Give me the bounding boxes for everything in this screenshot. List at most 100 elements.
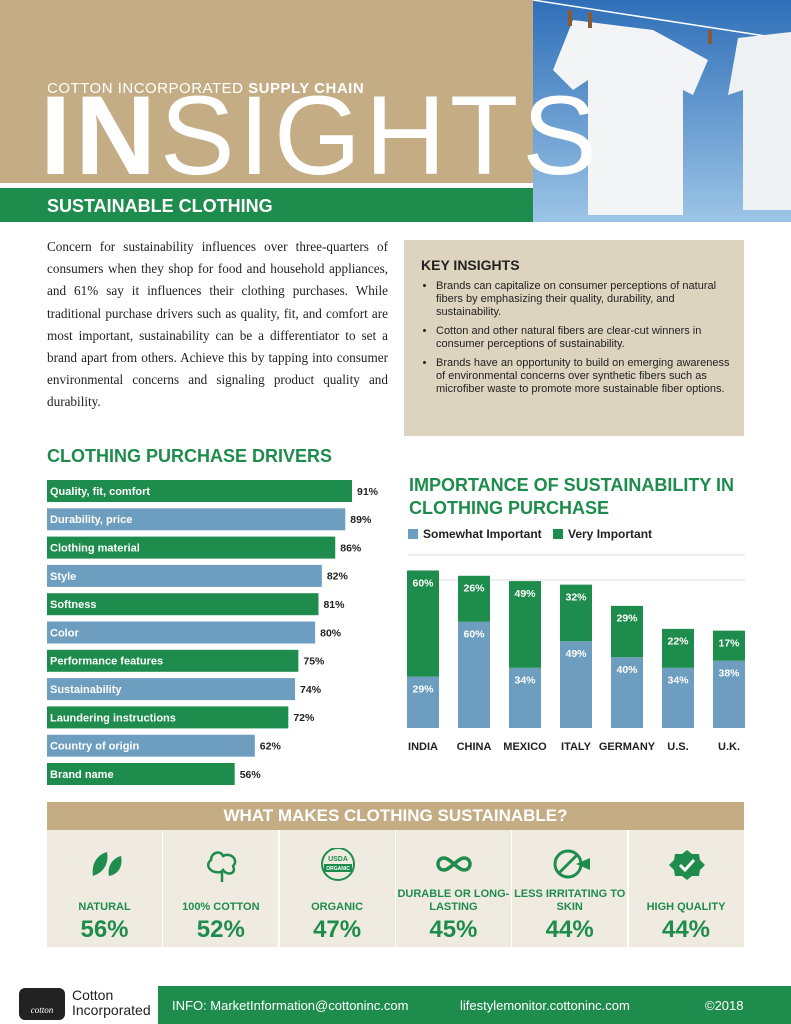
bar [47, 536, 336, 559]
bar [47, 649, 299, 672]
bar [47, 508, 346, 531]
item-value: 56% [80, 916, 129, 943]
key-insights-box: KEY INSIGHTS Brands can capitalize on co… [404, 240, 744, 436]
seal-text: cotton [31, 1005, 54, 1015]
legend-swatch [408, 529, 418, 539]
bar [47, 734, 255, 757]
bar [47, 621, 316, 644]
footer-info: INFO: MarketInformation@cottoninc.com [172, 998, 409, 1013]
item-label: NATURAL [78, 901, 131, 913]
x-tick-label: MEXICO [503, 741, 547, 753]
sustainable-item: HIGH QUALITY 44% [628, 830, 744, 947]
sustainable-item: NATURAL 56% [47, 830, 164, 947]
bar-label: Brand name [50, 769, 114, 781]
bar-segment [611, 657, 643, 728]
legend-label: Very Important [568, 527, 652, 541]
insight-item: Cotton and other natural fibers are clea… [436, 325, 736, 351]
footer-copyright: ©2018 [705, 998, 744, 1013]
bar-label: Style [50, 571, 76, 583]
bar-label: Color [50, 627, 79, 639]
insight-item: Brands can capitalize on consumer percep… [436, 280, 736, 319]
value-label: 89% [350, 514, 372, 526]
header-photo [533, 0, 791, 222]
value-label: 22% [667, 636, 689, 648]
value-label: 91% [357, 486, 379, 498]
bar-segment [509, 667, 541, 728]
value-label: 86% [340, 542, 362, 554]
item-value: 44% [545, 916, 594, 943]
title-light: SIGHTS [160, 73, 601, 198]
legend-label: Somewhat Important [423, 527, 542, 541]
sustainable-title: WHAT MAKES CLOTHING SUSTAINABLE? [223, 806, 568, 825]
value-label: 40% [616, 664, 638, 676]
logo-line: Cotton [72, 987, 114, 1003]
value-label: 34% [514, 675, 536, 687]
item-value: 45% [429, 916, 478, 943]
value-label: 82% [327, 571, 349, 583]
x-tick-label: INDIA [408, 741, 438, 753]
title: INSIGHTS [40, 80, 601, 192]
value-label: 32% [565, 591, 587, 603]
sustainable-item: 100% COTTON 52% [163, 830, 281, 947]
logo-text: Cotton Incorporated [72, 988, 151, 1018]
bar [47, 763, 235, 785]
value-label: 17% [718, 637, 740, 649]
badge-text: ORGANIC [326, 866, 350, 872]
x-tick-label: U.S. [667, 741, 688, 753]
bar [47, 480, 352, 502]
value-label: 26% [463, 583, 485, 595]
value-label: 72% [293, 712, 315, 724]
bar [47, 564, 322, 587]
bar-segment [560, 584, 592, 642]
bar-segment [509, 581, 541, 668]
section-bar [0, 188, 533, 222]
bar-segment [560, 641, 592, 728]
icon-part [436, 856, 472, 872]
icon-part [323, 864, 352, 872]
icon-part [207, 851, 237, 875]
value-label: 29% [616, 613, 638, 625]
x-tick-label: ITALY [561, 741, 592, 753]
icon [92, 852, 122, 876]
bar-segment [407, 570, 439, 677]
logo-seal: cotton [19, 988, 65, 1020]
icon-part [320, 848, 355, 881]
bar-segment [713, 660, 745, 728]
value-label: 74% [300, 684, 322, 696]
kicker: COTTON INCORPORATED SUPPLY CHAIN [47, 80, 364, 97]
bar-label: Softness [50, 599, 96, 611]
item-value: 44% [661, 916, 711, 943]
bar-label: Sustainability [50, 684, 122, 696]
bar-segment [713, 630, 745, 661]
key-insights-list: Brands can capitalize on consumer percep… [404, 280, 736, 402]
item-label: HIGH QUALITY [646, 901, 726, 913]
item-value: 52% [196, 916, 245, 943]
importance-chart: Somewhat Important Very Important 29% 60% IN… [407, 527, 745, 753]
insight-item: Brands have an opportunity to build on e… [436, 357, 736, 396]
icon [436, 856, 472, 872]
icon [207, 851, 237, 882]
value-label: 75% [303, 656, 325, 668]
value-label: 49% [514, 588, 536, 600]
bar-label: Durability, price [50, 514, 132, 526]
bar-label: Performance features [50, 656, 163, 668]
value-label: 38% [718, 668, 740, 680]
intro: Concern for sustainability influences ov… [47, 239, 388, 410]
x-tick-label: CHINA [457, 741, 492, 753]
value-label: 34% [667, 675, 689, 687]
bar-label: Quality, fit, comfort [50, 486, 150, 498]
legend-swatch [553, 529, 563, 539]
sustainable-item: LESS IRRITATING TO SKIN 44% [512, 830, 630, 947]
bar-segment [458, 575, 490, 622]
sustainable-panel: NATURAL 56% 100% COTTON 52% USDA ORGANIC ORGAN… [47, 0, 744, 947]
item-label: 100% COTTON [182, 901, 260, 913]
item-value: 47% [313, 916, 362, 943]
bar-label: Laundering instructions [50, 712, 176, 724]
icon [668, 850, 705, 880]
kicker-bold: SUPPLY CHAIN [248, 80, 365, 97]
x-tick-label: U.K. [718, 741, 740, 753]
item-label: LESS IRRITATING TO SKIN [514, 888, 626, 913]
bar [47, 593, 319, 616]
value-label: 60% [412, 577, 434, 589]
